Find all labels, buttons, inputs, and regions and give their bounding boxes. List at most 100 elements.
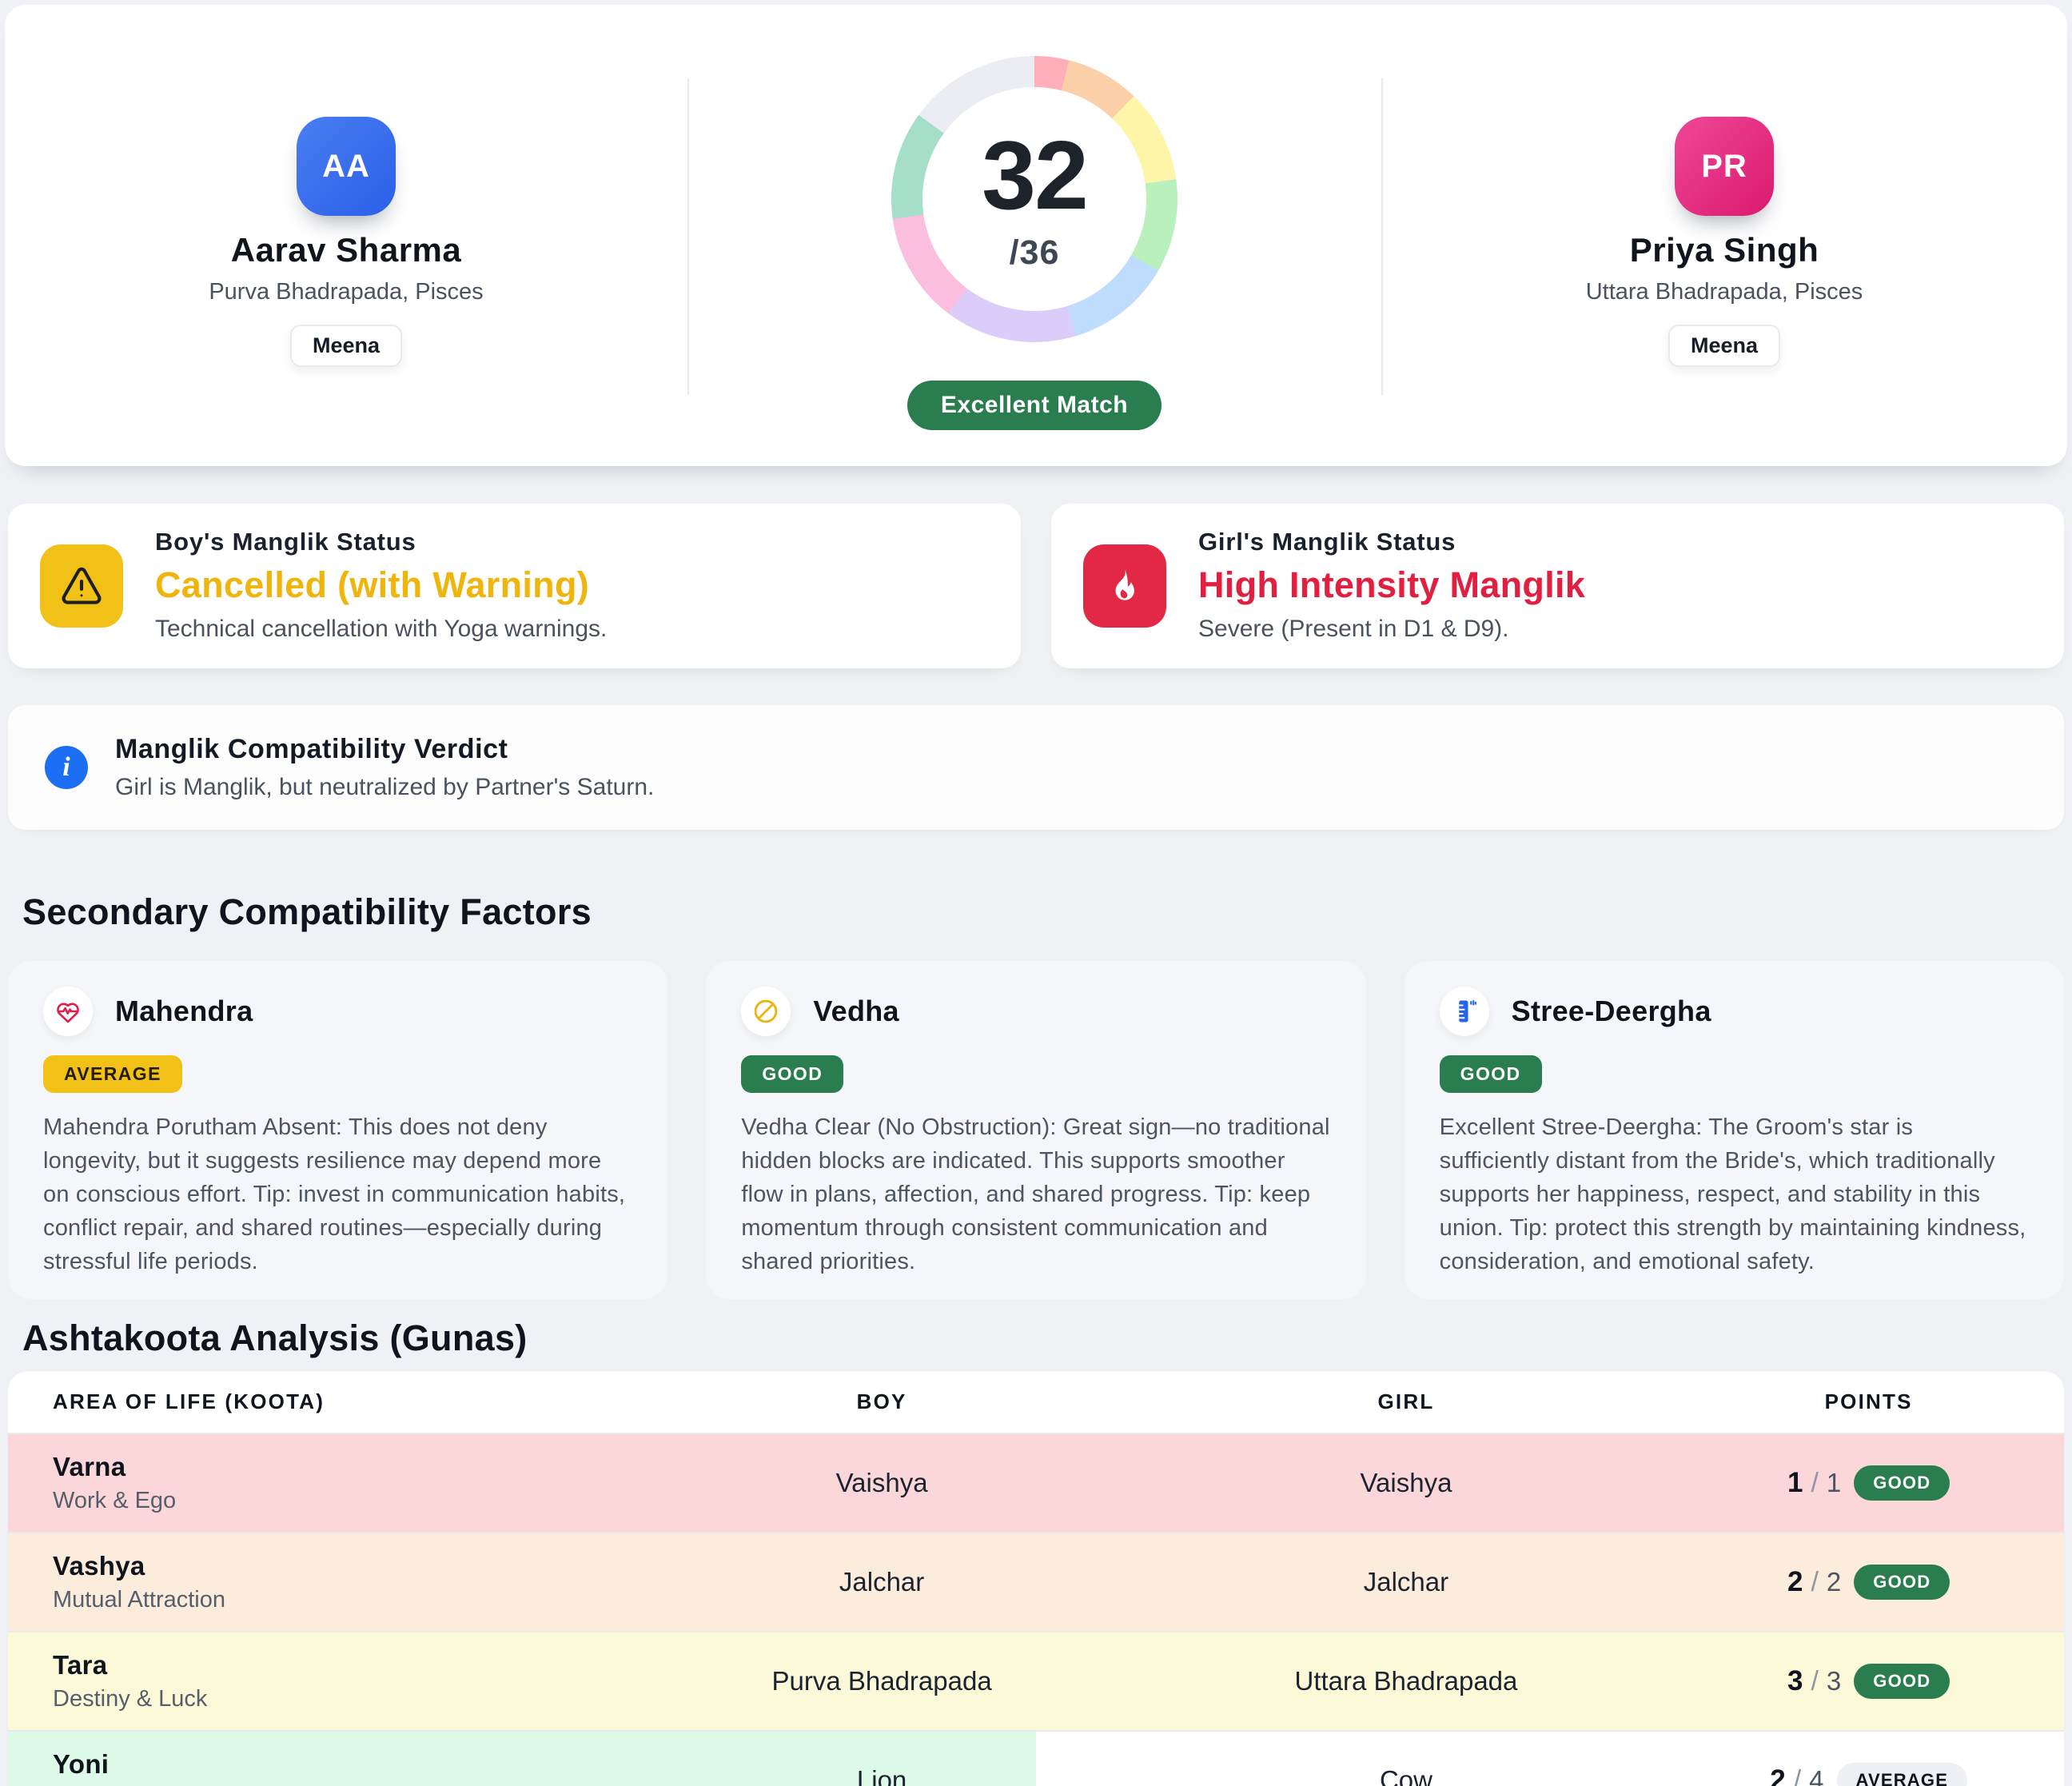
points-separator: / [1811, 1665, 1819, 1696]
stree-deergha-description: Excellent Stree-Deergha: The Groom's sta… [1439, 1114, 2026, 1275]
points-max: 2 [1826, 1567, 1842, 1597]
manglik-verdict-banner: i Manglik Compatibility Verdict Girl is … [8, 705, 2064, 831]
boy-manglik-label: Boy's Manglik Status [155, 528, 416, 556]
boy-value-cell: Purva Bhadrapada [771, 1666, 992, 1696]
boy-manglik-status: Cancelled (with Warning) [155, 564, 590, 605]
vedha-description: Vedha Clear (No Obstruction): Great sign… [741, 1114, 1330, 1275]
boy-avatar: AA [297, 117, 396, 216]
ashtakoota-table: AREA OF LIFE (KOOTA) BOY GIRL POINTS Var… [8, 1371, 2064, 1786]
points-max: 1 [1826, 1468, 1842, 1498]
koota-name: Tara [53, 1650, 108, 1680]
koota-subtitle: Work & Ego [53, 1488, 177, 1514]
koota-cell: Yoni Sexual Compatibility [8, 1749, 625, 1786]
points-rating-badge: GOOD [1854, 1565, 1950, 1601]
boy-rashi-badge: Meena [289, 325, 403, 367]
ruler-icon [1439, 987, 1489, 1037]
manglik-verdict-text: Girl is Manglik, but neutralized by Part… [115, 774, 655, 801]
ban-icon [741, 987, 791, 1037]
vedha-badge: GOOD [741, 1055, 844, 1094]
match-verdict-pill: Excellent Match [906, 381, 1162, 430]
column-header-boy: BOY [856, 1389, 907, 1414]
manglik-status-row: Boy's Manglik Status Cancelled (with War… [8, 504, 2064, 669]
girl-name: Priya Singh [1629, 231, 1819, 269]
stree-deergha-card-header: Stree-Deergha [1439, 987, 2029, 1037]
header-divider-right [1381, 78, 1383, 395]
points-rating-badge: GOOD [1854, 1664, 1950, 1700]
boy-value-cell: Jalchar [839, 1567, 925, 1597]
table-row-vashya: Vashya Mutual Attraction Jalchar Jalchar… [8, 1532, 2064, 1632]
guna-score-donut: 32 /36 [891, 56, 1177, 342]
ashtakoota-heading: Ashtakoota Analysis (Gunas) [22, 1318, 528, 1359]
koota-name: Vashya [53, 1551, 145, 1581]
manglik-verdict-title: Manglik Compatibility Verdict [115, 734, 508, 765]
points-cell: 2 / 4 AVERAGE [1673, 1763, 2064, 1786]
guna-score-section: 32 /36 Excellent Match [687, 5, 1381, 466]
mahendra-badge: AVERAGE [43, 1055, 182, 1094]
vedha-card: Vedha GOOD Vedha Clear (No Obstruction):… [706, 961, 1366, 1300]
girl-manglik-card: Girl's Manglik Status High Intensity Man… [1051, 504, 2064, 669]
koota-cell: Varna Work & Ego [8, 1452, 625, 1514]
girl-manglik-status: High Intensity Manglik [1198, 564, 1586, 605]
table-row-varna: Varna Work & Ego Vaishya Vaishya 1 / 1 G… [8, 1433, 2064, 1533]
guna-score-max: /36 [1009, 233, 1060, 272]
mahendra-card-header: Mahendra [43, 987, 632, 1037]
boy-manglik-card: Boy's Manglik Status Cancelled (with War… [8, 504, 1021, 669]
girl-rashi-badge: Meena [1668, 325, 1781, 367]
column-header-points: POINTS [1824, 1389, 1913, 1414]
info-icon: i [45, 746, 88, 790]
heart-pulse-icon [43, 987, 93, 1037]
secondary-factors-row: Mahendra AVERAGE Mahendra Porutham Absen… [8, 961, 2064, 1300]
girl-value-cell: Uttara Bhadrapada [1294, 1666, 1518, 1696]
stree-deergha-card: Stree-Deergha GOOD Excellent Stree-Deerg… [1404, 961, 2064, 1300]
girl-manglik-note: Severe (Present in D1 & D9). [1198, 616, 1509, 643]
points-max: 4 [1809, 1765, 1824, 1786]
koota-cell: Tara Destiny & Luck [8, 1650, 625, 1712]
points-cell: 1 / 1 GOOD [1673, 1465, 2064, 1501]
girl-manglik-label: Girl's Manglik Status [1198, 528, 1456, 556]
boy-name: Aarav Sharma [230, 231, 462, 269]
stree-deergha-badge: GOOD [1439, 1055, 1542, 1094]
boy-profile-card: AA Aarav Sharma Purva Bhadrapada, Pisces… [5, 5, 687, 466]
boy-manglik-note: Technical cancellation with Yoga warning… [155, 616, 608, 643]
warning-icon [40, 544, 123, 628]
boy-avatar-initials: AA [322, 148, 370, 184]
koota-subtitle: Mutual Attraction [53, 1587, 225, 1613]
boy-nakshatra-sign: Purva Bhadrapada, Pisces [209, 279, 484, 305]
table-row-yoni: Yoni Sexual Compatibility Lion Cow 2 / 4… [8, 1730, 2064, 1786]
points-earned: 3 [1787, 1665, 1803, 1697]
points-earned: 2 [1787, 1566, 1803, 1598]
mahendra-description: Mahendra Porutham Absent: This does not … [43, 1114, 626, 1275]
girl-profile-card: PR Priya Singh Uttara Bhadrapada, Pisces… [1381, 5, 2067, 466]
boy-manglik-text: Boy's Manglik Status Cancelled (with War… [155, 529, 607, 643]
girl-value-cell: Jalchar [1363, 1567, 1449, 1597]
kundli-match-report-page: AA Aarav Sharma Purva Bhadrapada, Pisces… [0, 5, 2072, 1786]
girl-avatar: PR [1675, 117, 1774, 216]
vedha-title: Vedha [813, 995, 899, 1028]
manglik-verdict-text-block: Manglik Compatibility Verdict Girl is Ma… [115, 734, 654, 801]
boy-value-cell: Vaishya [835, 1468, 928, 1498]
girl-value-cell: Vaishya [1360, 1468, 1452, 1498]
guna-score-center: 32 /36 [891, 56, 1177, 342]
girl-avatar-initials: PR [1701, 148, 1747, 184]
header-divider-left [687, 78, 689, 395]
flame-icon [1083, 544, 1166, 628]
points-earned: 2 [1770, 1764, 1786, 1786]
boy-value-cell: Lion [856, 1765, 907, 1786]
koota-name: Varna [53, 1452, 126, 1482]
column-header-koota: AREA OF LIFE (KOOTA) [53, 1389, 325, 1414]
points-cell: 3 / 3 GOOD [1673, 1664, 2064, 1700]
points-max: 3 [1826, 1666, 1842, 1696]
points-cell: 2 / 2 GOOD [1673, 1565, 2064, 1601]
ashtakoota-table-header: AREA OF LIFE (KOOTA) BOY GIRL POINTS [8, 1371, 2064, 1433]
points-separator: / [1793, 1764, 1802, 1786]
guna-score-value: 32 [982, 120, 1089, 229]
girl-value-cell: Cow [1379, 1765, 1432, 1786]
points-separator: / [1811, 1467, 1819, 1498]
match-header-card: AA Aarav Sharma Purva Bhadrapada, Pisces… [5, 5, 2067, 466]
secondary-factors-heading: Secondary Compatibility Factors [22, 891, 592, 933]
mahendra-title: Mahendra [115, 995, 253, 1028]
girl-manglik-text: Girl's Manglik Status High Intensity Man… [1198, 529, 1585, 643]
girl-nakshatra-sign: Uttara Bhadrapada, Pisces [1585, 279, 1863, 305]
points-rating-badge: GOOD [1854, 1465, 1950, 1501]
stree-deergha-title: Stree-Deergha [1511, 995, 1711, 1028]
